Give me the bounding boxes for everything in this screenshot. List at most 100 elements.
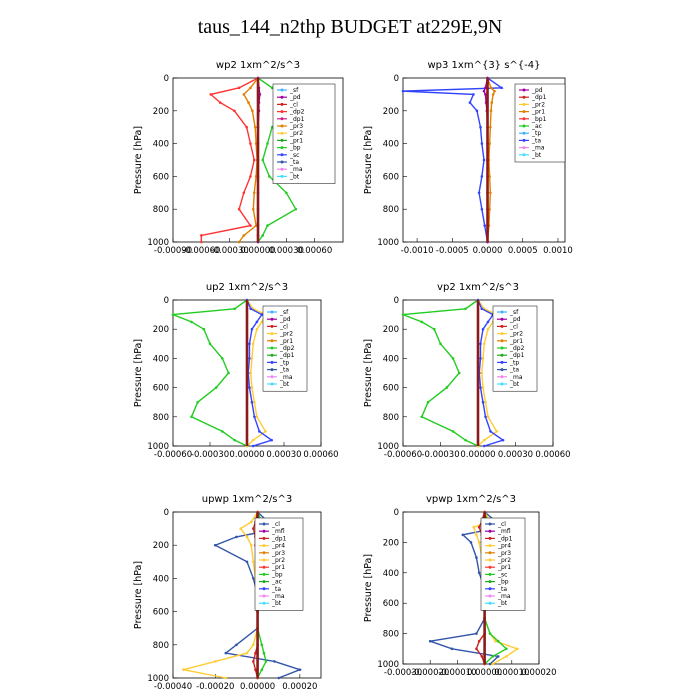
legend-marker [280, 167, 284, 171]
series-line-ta [402, 77, 504, 243]
data-point [477, 541, 481, 544]
x-tick-label: 0.0005 [508, 246, 538, 256]
data-point [420, 415, 424, 419]
y-tick-label: 200 [383, 107, 399, 117]
data-point [472, 525, 476, 529]
data-point [491, 93, 495, 96]
data-point [247, 101, 250, 104]
legend-marker [488, 572, 492, 576]
data-point [480, 207, 484, 211]
legend-marker [262, 529, 266, 533]
data-point [494, 639, 497, 643]
legend-label: _pr3 [497, 550, 511, 557]
data-point [235, 535, 238, 539]
x-tick-label: 0.00000 [467, 668, 502, 678]
legend-marker [522, 153, 526, 157]
legend-marker [488, 529, 492, 533]
data-point [486, 327, 490, 331]
legend-label: _pr2 [271, 557, 285, 564]
data-point [475, 109, 479, 113]
legend-label: _pr1 [279, 338, 293, 345]
data-point [475, 556, 478, 559]
data-point [401, 89, 405, 93]
data-point [488, 207, 491, 211]
data-point [491, 655, 495, 658]
legend-label: _pr1 [531, 109, 545, 116]
data-point [484, 415, 487, 419]
legend-label: _pr2 [509, 331, 523, 338]
data-point [500, 86, 503, 90]
data-point [249, 543, 253, 547]
data-point [254, 651, 257, 655]
x-tick-label: 0.00060 [297, 246, 332, 256]
series-line-tp [246, 299, 274, 447]
legend-marker [270, 339, 274, 343]
y-tick-label: 1000 [147, 674, 169, 684]
legend-marker [500, 375, 504, 379]
data-point [253, 415, 256, 419]
y-tick-label: 0 [164, 74, 169, 84]
legend-marker [262, 587, 266, 591]
legend-marker [270, 332, 274, 336]
legend-label: _ta [279, 367, 289, 374]
legend-label: _tp [279, 359, 289, 366]
y-tick-label: 600 [153, 384, 169, 394]
data-point [468, 101, 472, 104]
data-point [479, 357, 482, 360]
legend-marker [270, 360, 274, 364]
data-point [488, 632, 492, 635]
y-axis-label: Pressure [hPa] [363, 554, 374, 622]
data-point [227, 371, 230, 375]
data-point [493, 89, 496, 93]
y-tick-label: 800 [383, 413, 399, 423]
y-tick-label: 0 [394, 508, 399, 518]
data-point [262, 651, 266, 655]
legend-marker [488, 558, 492, 562]
data-point [252, 577, 255, 580]
x-tick-label: -0.0005 [436, 246, 469, 256]
x-tick-label: 0.00060 [303, 450, 338, 460]
legend-marker [262, 601, 266, 605]
data-point [486, 320, 490, 324]
legend-label: _tp [509, 359, 519, 366]
chart-panel-3: up2 1xm^2/s^3 Pressure [hPa] 0 200 400 600 800… [133, 282, 339, 460]
legend-marker [522, 138, 526, 142]
data-point [214, 386, 218, 389]
legend-marker [280, 88, 284, 92]
data-point [248, 386, 251, 389]
y-axis-label: Pressure [hPa] [133, 339, 144, 407]
y-tick-label: 1000 [147, 442, 169, 452]
data-point [285, 191, 288, 195]
x-tick-label: -0.0010 [401, 246, 434, 256]
data-point [252, 158, 256, 162]
legend-marker [280, 160, 284, 164]
data-point [260, 313, 264, 316]
data-point [249, 520, 253, 524]
legend-marker [270, 346, 274, 350]
legend-label: _ta [289, 159, 299, 166]
data-point [439, 342, 442, 346]
legend-label: _bt [271, 600, 282, 607]
chart-title: upwp 1xm^2/s^3 [202, 494, 292, 505]
legend-marker [270, 375, 274, 379]
data-point [477, 191, 481, 195]
data-point [252, 191, 256, 195]
x-tick-label: 0.00000 [460, 450, 495, 460]
data-point [255, 320, 259, 324]
legend-marker [522, 102, 526, 106]
legend-marker [270, 324, 274, 328]
legend-marker [522, 95, 526, 99]
x-tick-label: 0.00020 [521, 668, 556, 678]
legend-marker [522, 124, 526, 128]
legend-label: _pd [531, 87, 543, 94]
x-tick-label: -0.00030 [211, 246, 249, 256]
data-point [426, 400, 430, 404]
data-point [489, 109, 493, 113]
chart-panel-5: upwp 1xm^2/s^3 Pressure [hPa] 0 200 400 600 80… [133, 494, 322, 692]
legend-label: _sf [509, 309, 519, 316]
x-tick-label: 0.00000 [240, 682, 275, 692]
legend-marker [262, 551, 266, 555]
data-point [483, 224, 487, 227]
data-point [221, 357, 224, 360]
